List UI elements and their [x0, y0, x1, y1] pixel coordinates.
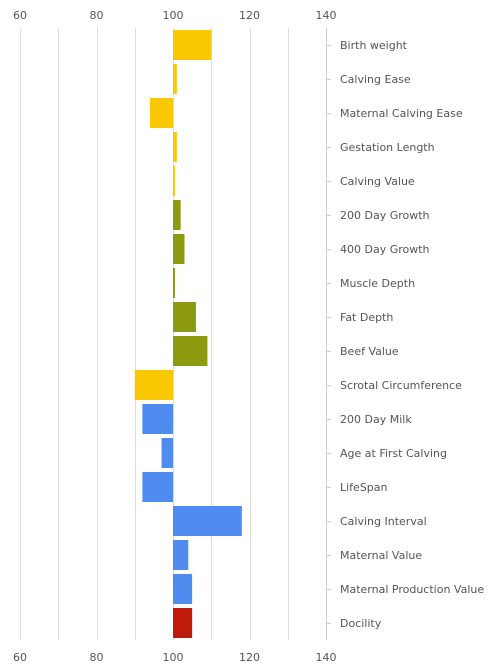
category-label: Maternal Value [340, 549, 422, 562]
category-label: Gestation Length [340, 141, 435, 154]
bar [173, 30, 212, 60]
bar [173, 336, 208, 366]
x-tick-label-bottom: 80 [90, 651, 104, 664]
x-tick-label-bottom: 140 [316, 651, 337, 664]
category-label: Scrotal Circumference [340, 379, 462, 392]
category-label: Maternal Production Value [340, 583, 484, 596]
bar [173, 302, 196, 332]
x-tick-label-top: 100 [163, 9, 184, 22]
bar [173, 234, 185, 264]
bar [173, 132, 177, 162]
bar [161, 438, 173, 468]
x-tick-label-bottom: 100 [163, 651, 184, 664]
x-axis-bottom: 60 80 100 120 140 [13, 651, 337, 664]
bar [173, 506, 242, 536]
x-tick-label-top: 140 [316, 9, 337, 22]
x-tick-label-top: 120 [239, 9, 260, 22]
bar [173, 268, 175, 298]
category-label: Fat Depth [340, 311, 393, 324]
category-label: Calving Interval [340, 515, 427, 528]
bar [173, 574, 193, 604]
category-axis: Birth weight Calving Ease Maternal Calving… [326, 28, 484, 640]
category-label: Calving Ease [340, 73, 411, 86]
bar [142, 404, 173, 434]
x-tick-label-bottom: 60 [13, 651, 27, 664]
category-label: Beef Value [340, 345, 399, 358]
category-label: Maternal Calving Ease [340, 107, 463, 120]
category-label: 200 Day Growth [340, 209, 430, 222]
bar [142, 472, 173, 502]
bar [134, 370, 173, 400]
category-label: Age at First Calving [340, 447, 447, 460]
bar [173, 200, 181, 230]
category-label: 200 Day Milk [340, 413, 412, 426]
x-tick-label-top: 80 [90, 9, 104, 22]
category-label: Docility [340, 617, 382, 630]
category-label: 400 Day Growth [340, 243, 430, 256]
category-label: Muscle Depth [340, 277, 415, 290]
x-tick-label-bottom: 120 [239, 651, 260, 664]
bar [150, 98, 173, 128]
bar [173, 540, 189, 570]
category-label: LifeSpan [340, 481, 388, 494]
bar [173, 64, 177, 94]
x-tick-label-top: 60 [13, 9, 27, 22]
bar [173, 166, 175, 196]
x-axis-top: 60 80 100 120 140 [13, 9, 337, 22]
category-label: Birth weight [340, 39, 408, 52]
category-label: Calving Value [340, 175, 415, 188]
bar [173, 608, 193, 638]
bars [134, 30, 242, 638]
